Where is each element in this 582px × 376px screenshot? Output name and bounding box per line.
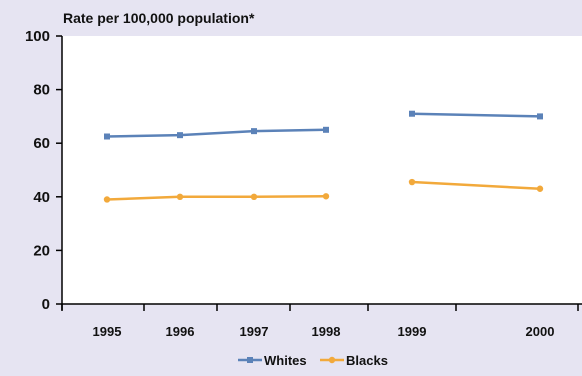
data-point-blacks bbox=[103, 196, 111, 203]
x-tick-label: 1996 bbox=[166, 324, 195, 339]
x-tick-label: 2000 bbox=[526, 324, 555, 339]
legend-label: Whites bbox=[264, 353, 307, 368]
series-line-whites bbox=[106, 128, 327, 138]
x-tick-label: 1997 bbox=[240, 324, 269, 339]
data-point-blacks bbox=[250, 193, 258, 200]
data-point-blacks bbox=[536, 185, 544, 192]
series-line-whites bbox=[411, 112, 541, 118]
series-blacks bbox=[103, 178, 544, 203]
series-line-blacks bbox=[411, 180, 541, 191]
data-point-whites bbox=[537, 113, 543, 120]
data-point-whites bbox=[409, 110, 415, 117]
y-axis-title: Rate per 100,000 population* bbox=[63, 10, 255, 26]
data-point-blacks bbox=[176, 193, 184, 200]
y-tick-label: 0 bbox=[42, 296, 50, 313]
x-tick-label: 1998 bbox=[312, 324, 341, 339]
y-tick-label: 60 bbox=[33, 135, 50, 152]
series-line-blacks bbox=[106, 195, 327, 201]
y-tick-label: 20 bbox=[33, 242, 50, 259]
data-point-blacks bbox=[322, 193, 330, 200]
legend-marker bbox=[247, 357, 253, 363]
x-tick-label: 1995 bbox=[93, 324, 122, 339]
y-tick-label: 80 bbox=[33, 82, 50, 99]
y-tick-label: 40 bbox=[33, 189, 50, 206]
y-tick-label: 100 bbox=[25, 28, 50, 45]
data-point-blacks bbox=[408, 178, 416, 186]
x-tick-label: 1999 bbox=[398, 324, 427, 339]
legend-item-whites: Whites bbox=[238, 353, 307, 368]
data-point-whites bbox=[251, 128, 257, 135]
series-whites bbox=[104, 110, 543, 140]
data-point-whites bbox=[323, 126, 329, 133]
legend-item-blacks: Blacks bbox=[320, 353, 388, 368]
legend-label: Blacks bbox=[346, 353, 388, 368]
plot-area bbox=[62, 36, 582, 304]
legend-marker bbox=[328, 356, 336, 364]
data-point-whites bbox=[104, 133, 110, 140]
data-point-whites bbox=[177, 132, 183, 139]
